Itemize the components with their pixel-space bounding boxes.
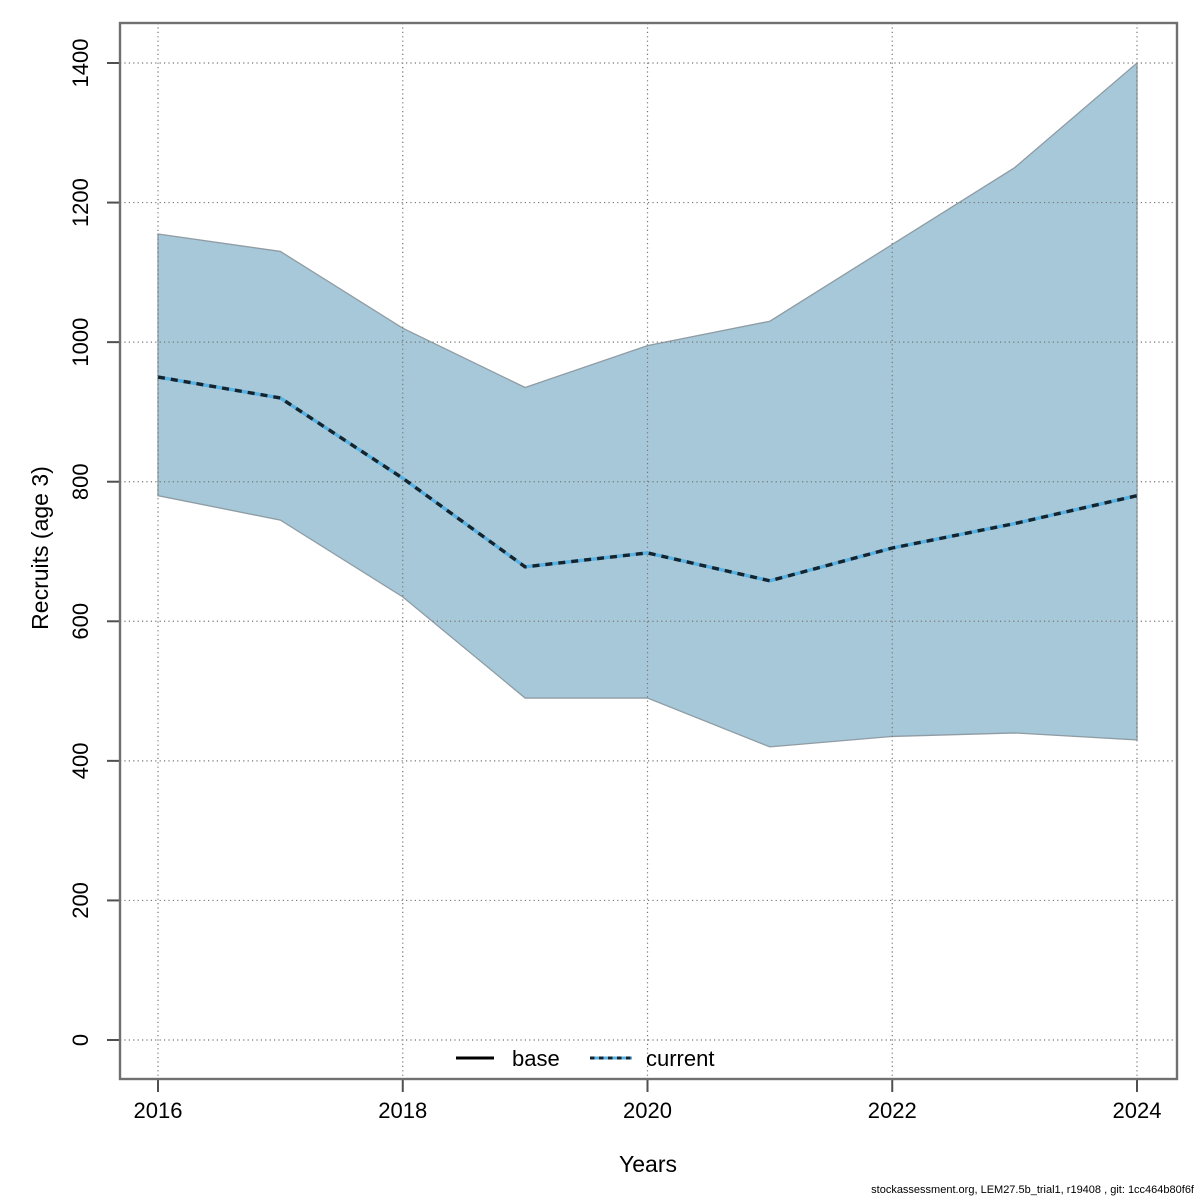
footer-text: stockassessment.org, LEM27.5b_trial1, r1… (871, 1184, 1195, 1196)
x-tick-label: 2018 (378, 1098, 427, 1123)
x-tick-label: 2024 (1113, 1098, 1162, 1123)
x-tick-label: 2020 (623, 1098, 672, 1123)
gridline-layer (120, 23, 1177, 1079)
current-line (157, 375, 1138, 583)
confidence-band-layer (157, 61, 1138, 748)
y-tick-label: 400 (68, 742, 93, 779)
y-tick-label: 800 (68, 463, 93, 500)
y-tick-label: 600 (68, 603, 93, 640)
y-tick-label: 1400 (68, 39, 93, 88)
x-tick-label: 2016 (134, 1098, 183, 1123)
y-tick-label: 0 (68, 1034, 93, 1046)
confidence-band (157, 61, 1138, 748)
y-tick-label: 1000 (68, 318, 93, 367)
y-axis-title: Recruits (age 3) (27, 466, 53, 630)
plot-frame (118, 21, 1179, 1081)
y-tick-label: 200 (68, 882, 93, 919)
x-tick-label: 2022 (868, 1098, 917, 1123)
median-line-layer (157, 375, 1138, 583)
x-axis-title: Years (619, 1151, 677, 1177)
legend: base current (456, 1046, 714, 1071)
legend-current-label: current (646, 1046, 714, 1071)
axes-layer: 0 200 400 600 800 1000 1200 1400 2016 2018 2020 202… (68, 21, 1179, 1123)
legend-base-label: base (512, 1046, 560, 1071)
y-tick-label: 1200 (68, 178, 93, 227)
